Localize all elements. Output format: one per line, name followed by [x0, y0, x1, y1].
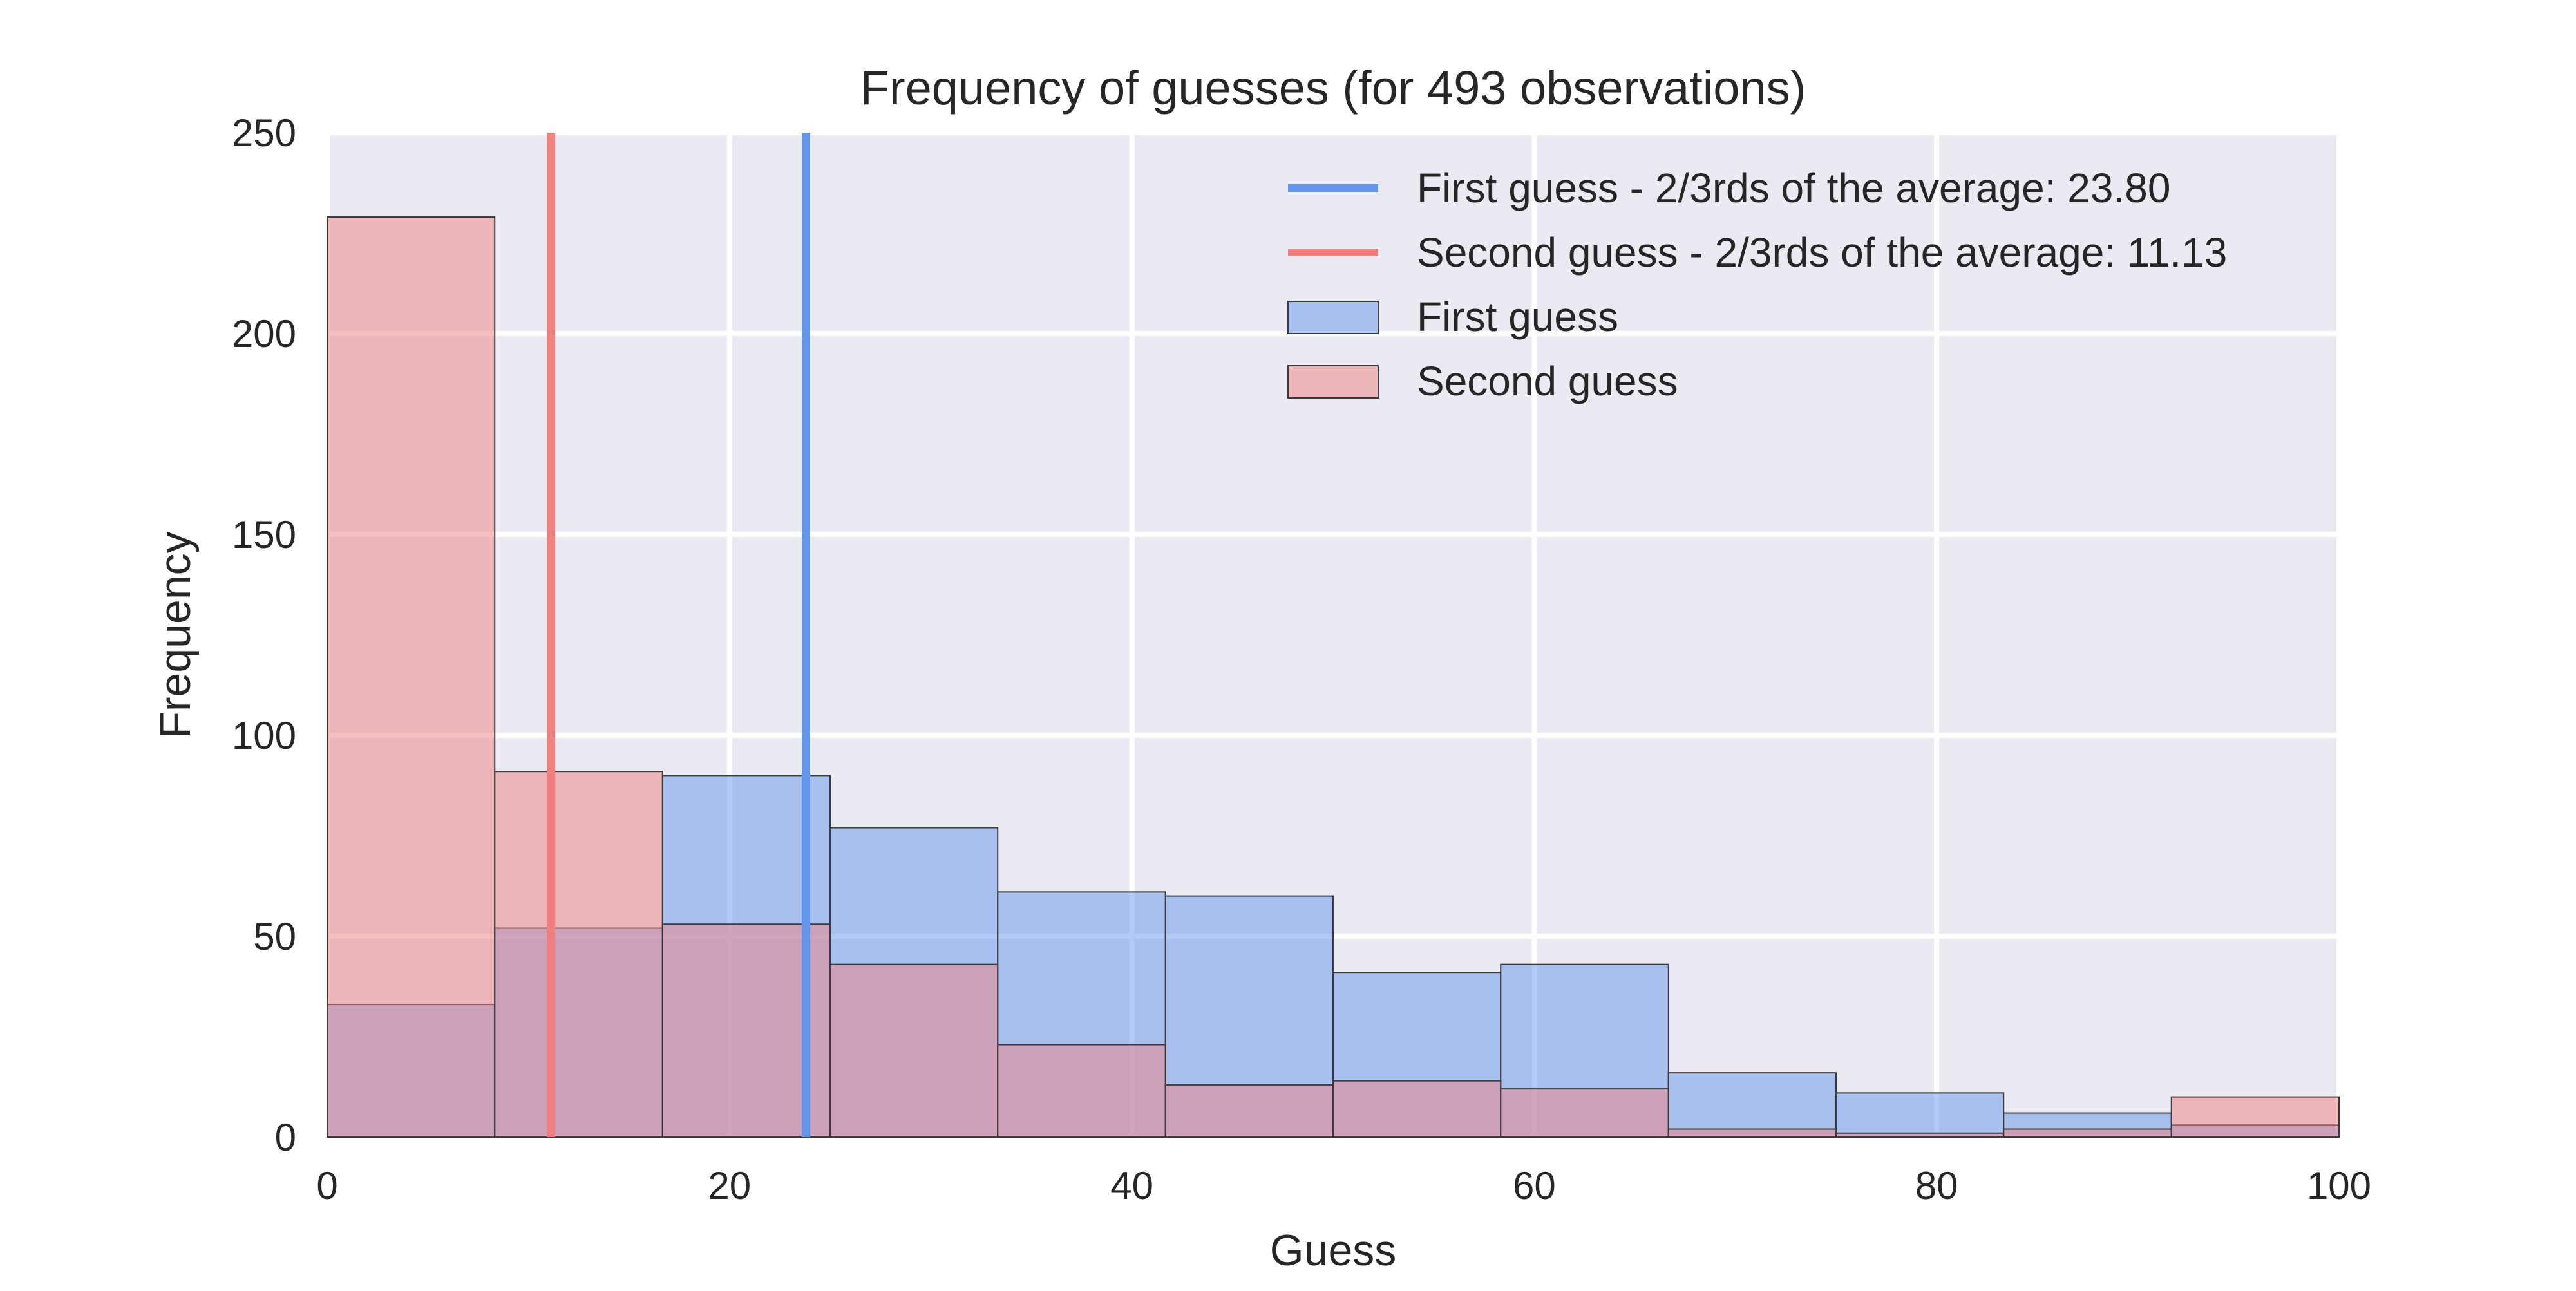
legend-label: Second guess - 2/3rds of the average: 11…: [1417, 229, 2227, 276]
x-axis-label: Guess: [1270, 1226, 1397, 1275]
second-guess-bar: [829, 963, 999, 1138]
y-tick-label: 200: [232, 312, 296, 355]
reference-lines: [547, 133, 811, 1137]
second-guess-bar: [327, 216, 496, 1138]
second-guess-bar: [2003, 1128, 2172, 1138]
x-tick-label: 0: [316, 1164, 337, 1207]
x-tick-label: 80: [1915, 1164, 1958, 1207]
x-tick-label: 100: [2307, 1164, 2371, 1207]
chart-title: Frequency of guesses (for 493 observatio…: [860, 61, 1806, 115]
legend-patch-swatch: [1287, 301, 1379, 334]
legend-label: Second guess: [1417, 358, 1678, 404]
second-guess-bar: [997, 1044, 1166, 1138]
y-tick-label: 150: [232, 513, 296, 556]
y-tick-label: 50: [253, 915, 296, 958]
first-guess-bar: [1835, 1092, 2005, 1138]
second-guess-bar: [1500, 1088, 1669, 1138]
tick-labels: 0 20 40 60 80 100 0 50 100 150 200 250: [232, 111, 2371, 1207]
legend: First guess - 2/3rds of the average: 23.…: [1287, 165, 2227, 404]
second-guess-bar: [2170, 1096, 2340, 1138]
second-guess-bar: [1667, 1128, 1837, 1138]
y-tick-label: 100: [232, 714, 296, 757]
y-tick-label: 0: [275, 1116, 296, 1159]
legend-label: First guess - 2/3rds of the average: 23.…: [1417, 165, 2170, 211]
first-guess-bar: [1667, 1072, 1837, 1138]
x-tick-label: 20: [708, 1164, 751, 1207]
x-tick-label: 40: [1110, 1164, 1153, 1207]
second-guess-bar: [1835, 1132, 2005, 1138]
second-guess-bar: [1164, 1084, 1334, 1138]
y-tick-label: 250: [232, 111, 296, 155]
second-guess-bar: [494, 771, 663, 1138]
y-axis-label: Frequency: [151, 531, 200, 738]
legend-patch-swatch: [1287, 365, 1379, 399]
x-tick-label: 60: [1513, 1164, 1556, 1207]
second-guess-bar: [1332, 1080, 1502, 1138]
legend-label: First guess: [1417, 294, 1618, 340]
